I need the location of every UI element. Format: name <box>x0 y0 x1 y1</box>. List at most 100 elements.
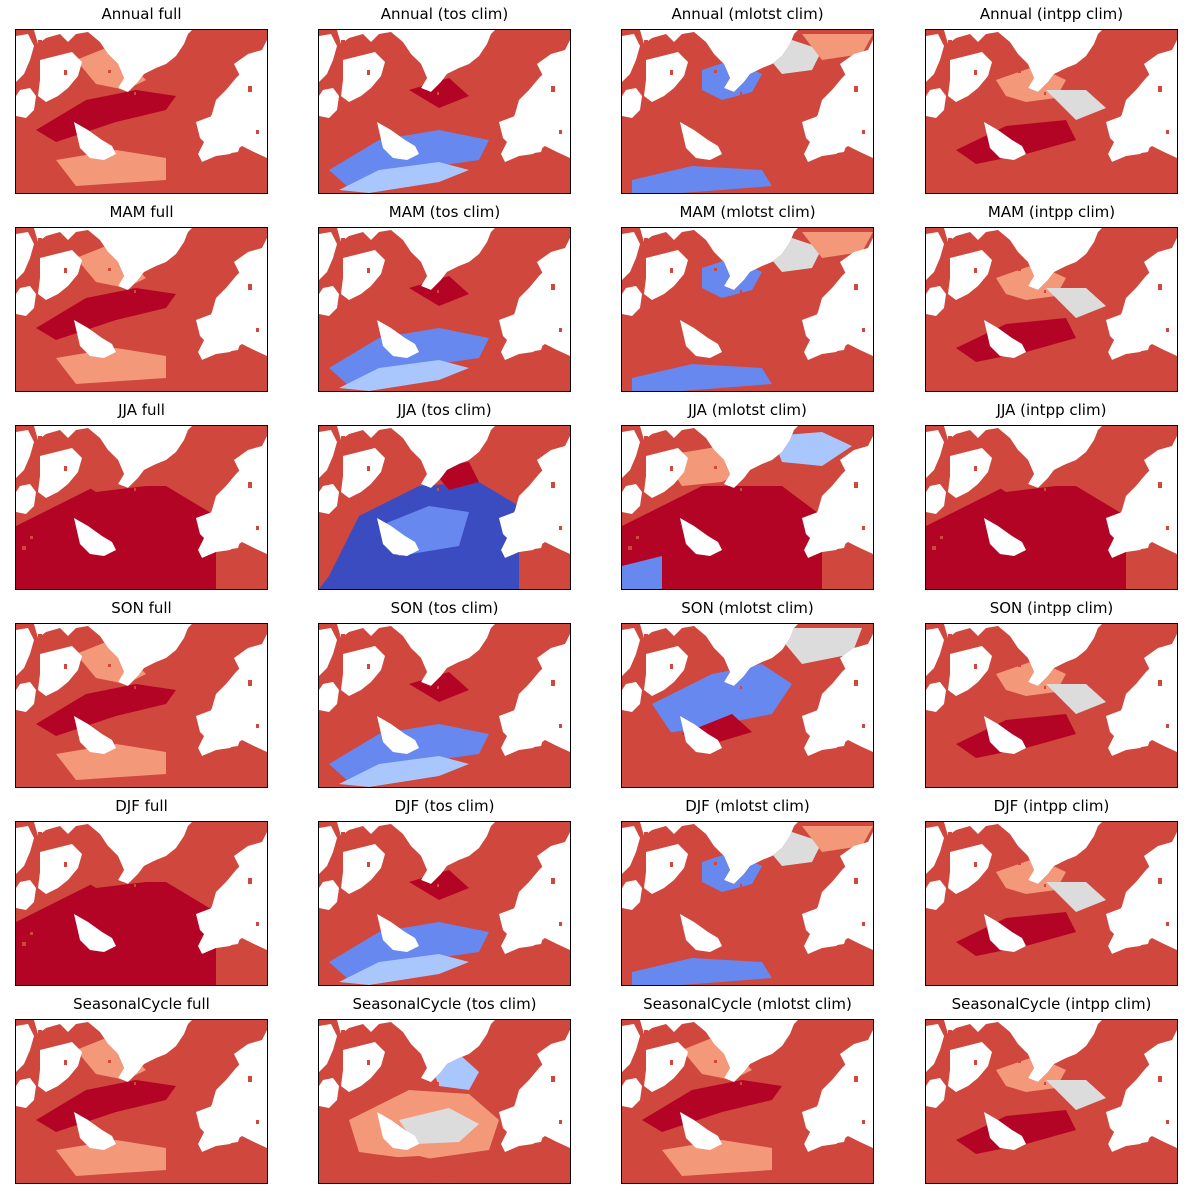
coastal-cell <box>325 150 329 154</box>
map-frame <box>925 1019 1178 1184</box>
coastal-cell <box>355 844 358 847</box>
land-mask <box>16 880 36 910</box>
coastal-cell <box>355 646 358 649</box>
land-mask <box>319 430 337 478</box>
coastal-cell <box>714 1060 717 1063</box>
land-mask <box>537 1040 570 1072</box>
coastal-cell <box>974 70 977 75</box>
map-panel: SeasonalCycle (tos clim) <box>318 990 571 1184</box>
coastal-cell <box>176 78 179 81</box>
land-mask <box>948 250 992 300</box>
coastal-cell <box>134 290 136 293</box>
land-mask <box>1144 644 1177 676</box>
land-mask <box>319 484 339 514</box>
coastal-cell <box>862 1120 865 1124</box>
coastal-cell <box>333 140 336 143</box>
coastal-cell <box>333 536 336 539</box>
land-mask <box>319 88 339 118</box>
land-mask <box>16 1024 34 1072</box>
map-panel: JJA (mlotst clim) <box>621 396 874 590</box>
land-mask <box>234 50 267 82</box>
coastal-cell <box>134 488 136 491</box>
land-mask <box>377 320 419 358</box>
anomaly-region <box>632 958 772 985</box>
coastal-cell <box>1018 268 1021 271</box>
coastal-cell <box>932 546 936 550</box>
coastal-cell <box>1044 488 1046 491</box>
coastal-cell <box>248 680 252 686</box>
map-panel: Annual (mlotst clim) <box>621 0 874 194</box>
heatmap-plot <box>622 426 873 589</box>
coastal-cell <box>658 52 661 55</box>
coastal-cell <box>636 140 639 143</box>
land-mask <box>984 914 1026 952</box>
land-mask <box>802 710 828 740</box>
coastal-cell <box>134 92 136 95</box>
coastal-cell <box>52 250 55 253</box>
land-mask <box>499 1106 525 1136</box>
land-mask <box>926 232 944 280</box>
land-mask <box>926 628 944 676</box>
land-mask <box>74 518 116 556</box>
land-mask <box>499 512 525 542</box>
coastal-cell <box>1086 870 1089 873</box>
coastal-cell <box>355 1042 358 1045</box>
coastal-cell <box>962 646 965 649</box>
land-mask <box>984 518 1026 556</box>
land-mask <box>840 446 873 478</box>
land-mask <box>38 250 82 300</box>
anomaly-region <box>772 432 852 466</box>
coastal-cell <box>367 862 370 867</box>
land-mask <box>499 314 525 344</box>
land-mask <box>926 430 944 478</box>
panel-title: SeasonalCycle (tos clim) <box>352 995 537 1013</box>
land-mask <box>840 842 873 874</box>
map-frame <box>925 623 1178 788</box>
coastal-cell <box>325 744 329 748</box>
coastal-cell <box>714 664 717 667</box>
land-mask <box>38 844 82 894</box>
land-mask <box>644 1042 688 1092</box>
anomaly-region <box>632 166 772 193</box>
coastal-cell <box>740 884 742 887</box>
coastal-cell <box>64 268 67 273</box>
anomaly-region <box>956 714 1076 758</box>
coastal-cell <box>782 1068 785 1071</box>
land-mask <box>680 716 722 754</box>
anomaly-region <box>802 232 873 258</box>
map-panel: Annual full <box>15 0 268 194</box>
map-frame <box>621 29 874 194</box>
land-mask <box>622 484 642 514</box>
coastal-cell <box>670 70 673 75</box>
panel-title: SeasonalCycle full <box>73 995 210 1013</box>
land-mask <box>680 122 722 160</box>
coastal-cell <box>1166 130 1169 134</box>
coastal-cell <box>108 862 111 865</box>
land-mask <box>926 286 946 316</box>
coastal-cell <box>782 276 785 279</box>
coastal-cell <box>551 878 555 884</box>
land-mask <box>622 34 640 82</box>
panel-title: Annual (tos clim) <box>380 5 509 23</box>
land-mask <box>680 320 722 358</box>
land-mask <box>680 914 722 952</box>
heatmap-plot <box>319 822 570 985</box>
coastal-cell <box>1166 922 1169 926</box>
anomaly-region <box>349 1156 479 1183</box>
land-mask <box>1124 532 1152 550</box>
map-panel: MAM (mlotst clim) <box>621 198 874 392</box>
map-panel: SON (mlotst clim) <box>621 594 874 788</box>
coastal-cell <box>108 1060 111 1063</box>
anomaly-region <box>339 756 469 787</box>
coastal-cell <box>644 40 648 44</box>
heatmap-plot <box>16 30 267 193</box>
panel-title: MAM (intpp clim) <box>987 203 1116 221</box>
coastal-cell <box>30 338 33 341</box>
coastal-cell <box>948 238 952 242</box>
coastal-cell <box>658 646 661 649</box>
land-mask <box>16 628 34 676</box>
land-mask <box>926 34 944 82</box>
land-mask <box>1106 116 1132 146</box>
land-mask <box>196 314 222 344</box>
land-mask <box>984 1112 1026 1150</box>
